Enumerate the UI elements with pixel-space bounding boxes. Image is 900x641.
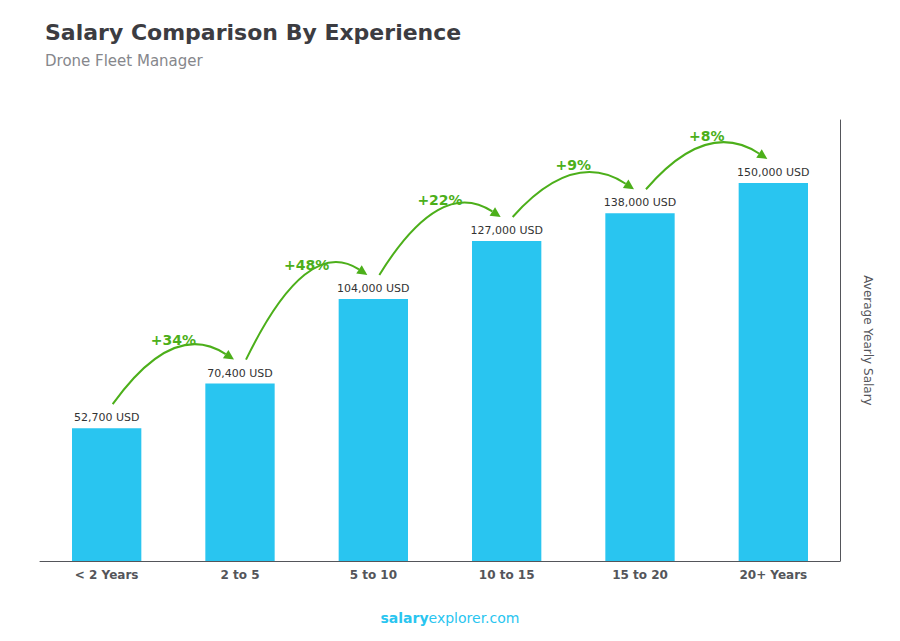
svg-text:Average Yearly Salary: Average Yearly Salary	[861, 275, 875, 405]
svg-text:138,000 USD: 138,000 USD	[604, 196, 677, 209]
svg-text:10 to 15: 10 to 15	[479, 568, 535, 582]
svg-text:+48%: +48%	[284, 257, 329, 273]
svg-text:150,000 USD: 150,000 USD	[737, 166, 810, 179]
svg-text:127,000 USD: 127,000 USD	[470, 224, 543, 237]
svg-text:+8%: +8%	[689, 128, 725, 144]
svg-text:52,700 USD: 52,700 USD	[74, 411, 140, 424]
svg-text:salary: salary	[381, 610, 429, 626]
svg-text:2 to 5: 2 to 5	[220, 568, 259, 582]
svg-text:+9%: +9%	[556, 157, 592, 173]
svg-text:104,000 USD: 104,000 USD	[337, 282, 410, 295]
svg-text:explorer.com: explorer.com	[429, 610, 520, 626]
svg-text:70,400 USD: 70,400 USD	[207, 367, 273, 380]
svg-text:15 to 20: 15 to 20	[612, 568, 668, 582]
svg-text:< 2 Years: < 2 Years	[75, 568, 139, 582]
svg-text:+22%: +22%	[417, 192, 462, 208]
svg-text:5 to 10: 5 to 10	[350, 568, 397, 582]
svg-text:20+ Years: 20+ Years	[739, 568, 807, 582]
svg-text:+34%: +34%	[151, 332, 196, 348]
svg-text:Drone Fleet Manager: Drone Fleet Manager	[45, 52, 204, 70]
svg-text:Salary Comparison By Experienc: Salary Comparison By Experience	[45, 20, 461, 45]
